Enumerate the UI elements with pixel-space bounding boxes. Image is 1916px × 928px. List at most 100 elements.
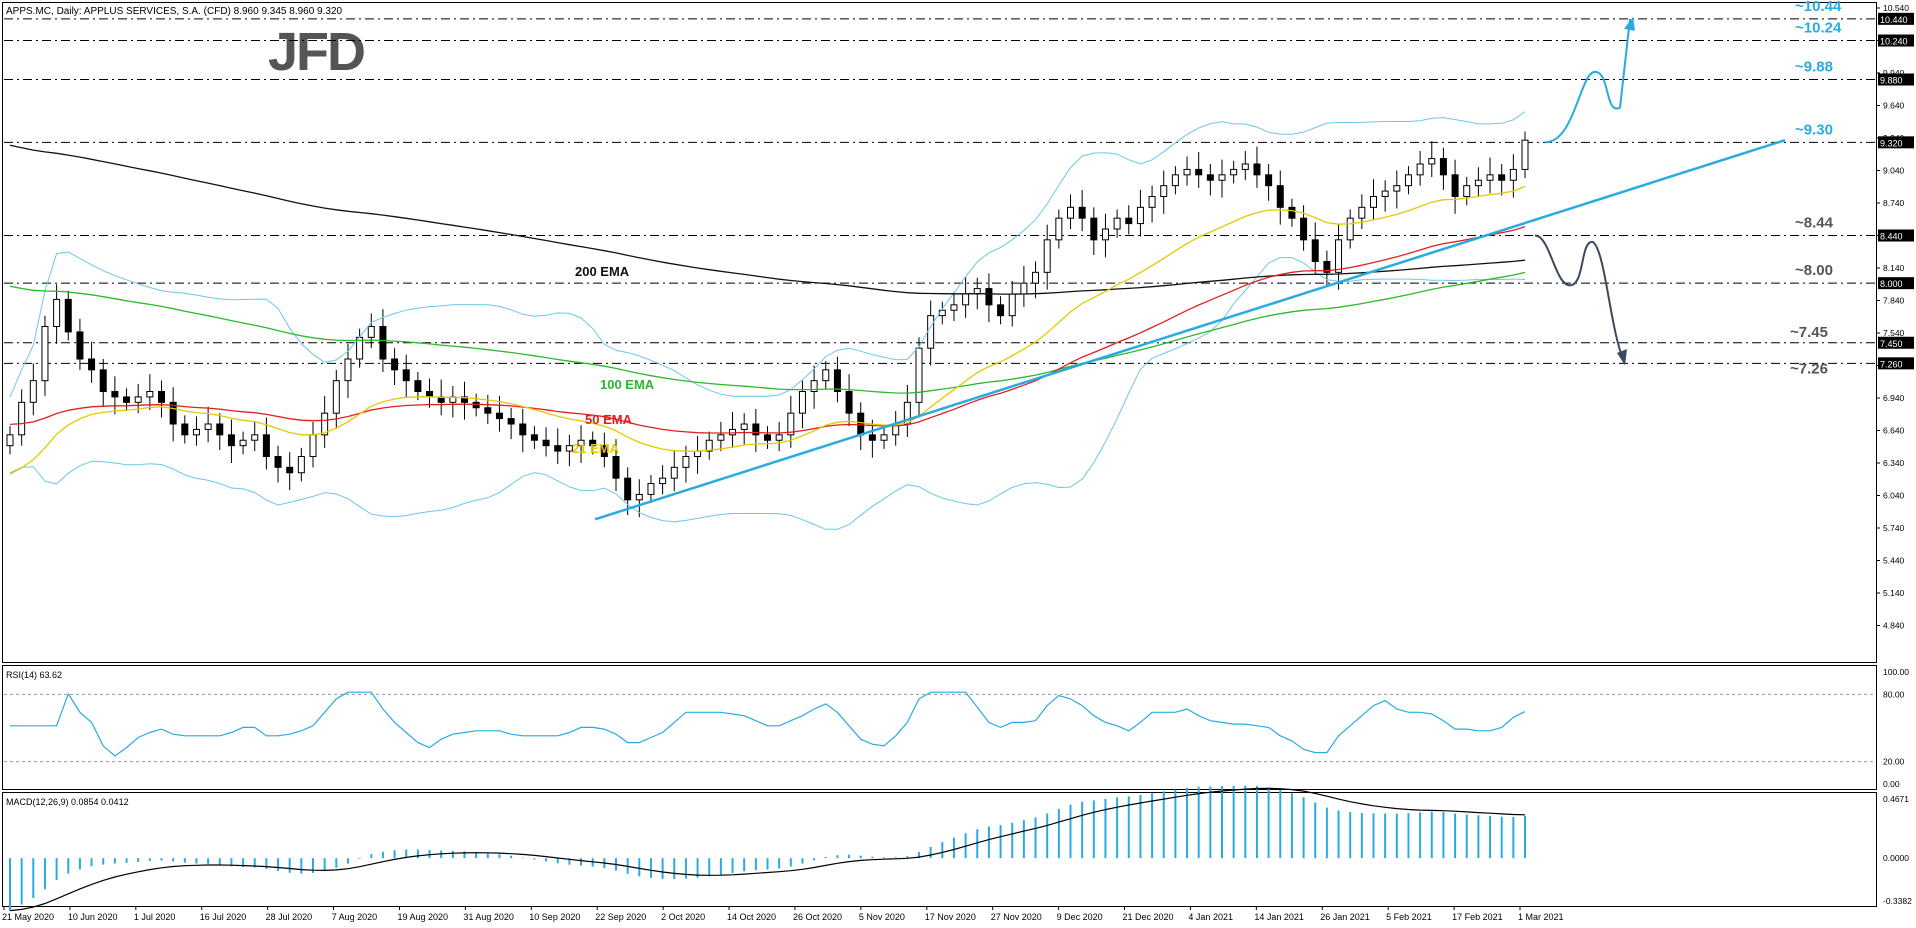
- axes: 10.54010.2409.9409.6409.3409.0408.7408.4…: [2, 3, 1914, 922]
- candle-body: [321, 412, 329, 436]
- candle-body: [717, 434, 725, 441]
- date-tick-label: 28 Jul 2020: [266, 912, 313, 922]
- rsi-panel-frame: [2, 665, 1877, 790]
- candle-body: [507, 418, 515, 425]
- price-tick-label: 5.740: [1883, 523, 1905, 533]
- candle-body: [1113, 217, 1121, 230]
- candle-body: [915, 347, 923, 403]
- uptrend-line: [594, 138, 1786, 521]
- price-tick-label: 6.340: [1883, 458, 1905, 468]
- date-tick-label: 21 Dec 2020: [1123, 912, 1174, 922]
- macd-label: MACD(12,26,9) 0.0854 0.0412: [6, 797, 129, 807]
- candle-body: [495, 412, 503, 420]
- candle-body: [1404, 174, 1412, 187]
- price-tick-label: 8.140: [1883, 263, 1905, 273]
- date-tick-label: 10 Jun 2020: [68, 912, 118, 922]
- candle-body: [997, 304, 1005, 317]
- level-axis-box: [1878, 336, 1914, 349]
- date-tick-label: 1 Jul 2020: [134, 912, 176, 922]
- candle-body: [635, 493, 643, 501]
- candle-body: [426, 391, 434, 398]
- bearish-projection: [1534, 234, 1624, 360]
- rsi-line: [10, 691, 1526, 757]
- candle-body: [1439, 158, 1447, 176]
- candle-body: [402, 369, 410, 382]
- candle-body: [729, 428, 737, 436]
- candle-body: [1206, 174, 1214, 181]
- candle-body: [1090, 217, 1098, 241]
- candle-body: [239, 439, 247, 447]
- candle-body: [1416, 163, 1424, 176]
- candle-body: [1428, 158, 1436, 165]
- date-tick-label: 14 Jan 2021: [1254, 912, 1304, 922]
- candle-body: [1509, 168, 1517, 181]
- date-tick-label: 21 May 2020: [2, 912, 54, 922]
- level-label: ~9.30: [1795, 121, 1833, 138]
- candle-body: [600, 445, 608, 457]
- candle-body: [461, 396, 468, 403]
- candle-body: [41, 326, 49, 382]
- candle-body: [1381, 190, 1389, 197]
- candle-body: [297, 456, 305, 474]
- rsi-tick-label: 0.00: [1883, 779, 1900, 789]
- level-label: ~8.00: [1795, 262, 1833, 279]
- candle-body: [880, 434, 888, 441]
- rsi-tick-label: 100.00: [1883, 667, 1909, 677]
- candle-body: [391, 358, 399, 371]
- level-axis-box: [1878, 277, 1914, 290]
- rsi-label: RSI(14) 63.62: [6, 670, 62, 680]
- ema-annotation: 200 EMA: [575, 264, 630, 279]
- candle-body: [1136, 206, 1144, 225]
- candle-body: [542, 439, 550, 447]
- ema-100-line: [9, 271, 1526, 394]
- candle-body: [1043, 239, 1051, 273]
- candle-body: [577, 439, 585, 447]
- ema-annotation: 100 EMA: [600, 377, 655, 392]
- candle-body: [29, 380, 37, 403]
- date-tick-label: 10 Sep 2020: [529, 912, 580, 922]
- level-label: ~9.88: [1795, 59, 1833, 76]
- candle-body: [565, 445, 573, 452]
- candle-body: [1521, 139, 1529, 170]
- date-tick-label: 1 Mar 2021: [1518, 912, 1564, 922]
- price-tick-label: 6.940: [1883, 393, 1905, 403]
- level-label: ~7.26: [1790, 360, 1828, 377]
- date-tick-label: 26 Oct 2020: [793, 912, 842, 922]
- candle-body: [822, 369, 830, 382]
- candle-body: [1067, 206, 1074, 219]
- candle-body: [1288, 206, 1296, 219]
- candle-body: [262, 434, 270, 458]
- candle-body: [484, 407, 492, 414]
- candle-body: [775, 434, 783, 441]
- candle-body: [1055, 217, 1063, 241]
- macd-panel-frame: [2, 792, 1877, 907]
- rsi-tick-label: 20.00: [1883, 757, 1905, 767]
- candle-body: [1265, 174, 1273, 187]
- price-tick-label: 7.540: [1883, 328, 1905, 338]
- candle-body: [845, 391, 853, 414]
- macd-tick-label: -0.3382: [1883, 896, 1912, 906]
- candle-body: [344, 358, 352, 382]
- candle-body: [1323, 261, 1331, 273]
- candle-body: [530, 434, 538, 441]
- candle-body: [1160, 185, 1168, 198]
- candle-body: [1008, 293, 1016, 317]
- candle-body: [332, 380, 340, 414]
- candle-body: [1241, 163, 1249, 170]
- candle-body: [1370, 196, 1377, 208]
- candle-body: [1230, 168, 1238, 176]
- candle-body: [158, 391, 165, 403]
- candle-body: [64, 298, 72, 333]
- date-tick-label: 9 Dec 2020: [1057, 912, 1103, 922]
- candle-body: [216, 423, 224, 436]
- level-axis-value: 9.320: [1880, 138, 1903, 148]
- date-tick-label: 22 Sep 2020: [595, 912, 646, 922]
- candle-body: [787, 412, 795, 436]
- candle-body: [659, 477, 667, 485]
- macd-tick-label: 0.0000: [1883, 853, 1909, 863]
- candle-body: [367, 326, 375, 338]
- date-tick-label: 7 Aug 2020: [332, 912, 378, 922]
- candle-body: [810, 380, 818, 392]
- rsi-tick-label: 80.00: [1883, 689, 1905, 699]
- price-tick-label: 6.040: [1883, 491, 1905, 501]
